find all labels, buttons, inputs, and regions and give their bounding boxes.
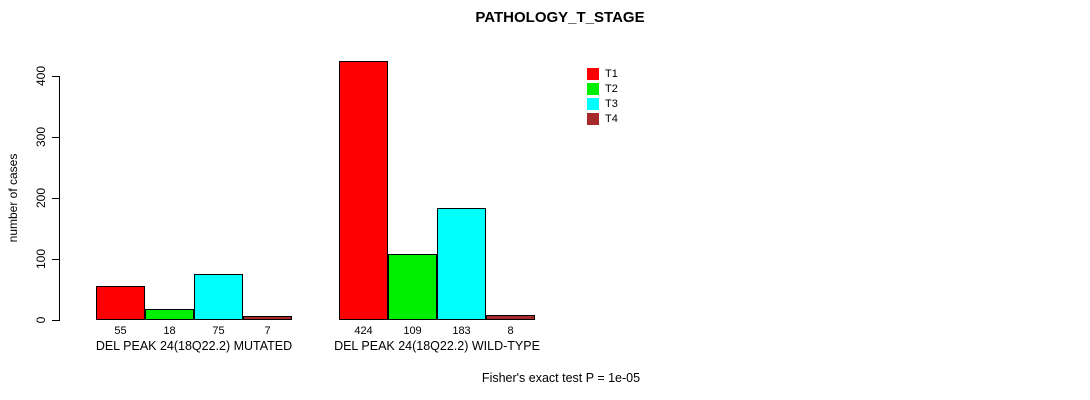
y-axis-tick bbox=[52, 76, 59, 77]
legend-label-t2: T2 bbox=[605, 82, 618, 95]
legend-swatch-t1 bbox=[587, 67, 599, 80]
legend-swatch-t4 bbox=[587, 112, 599, 125]
bar-value-label: 8 bbox=[507, 325, 514, 337]
y-axis-tick-label: 300 bbox=[34, 126, 48, 148]
y-axis-tick-label: 200 bbox=[34, 187, 48, 209]
legend-swatch-t3 bbox=[587, 97, 599, 110]
y-axis-tick-label: 0 bbox=[34, 316, 48, 324]
legend-swatch-t2 bbox=[587, 82, 599, 95]
y-axis-tick-label: 400 bbox=[34, 65, 48, 87]
bar-value-label: 183 bbox=[452, 325, 471, 337]
bar-value-label: 109 bbox=[403, 325, 422, 337]
bar-t3-group1 bbox=[194, 274, 243, 320]
bar-t3-group2 bbox=[437, 208, 486, 320]
bar-value-label: 7 bbox=[264, 325, 271, 337]
bar-t4-group1 bbox=[243, 316, 292, 320]
y-axis-tick bbox=[52, 259, 59, 260]
legend-label-t1: T1 bbox=[605, 67, 618, 80]
group-label-mutated: DEL PEAK 24(18Q22.2) MUTATED bbox=[95, 339, 293, 353]
bar-t1-group2 bbox=[339, 61, 388, 320]
bar-t1-group1 bbox=[96, 286, 145, 320]
bar-t4-group2 bbox=[486, 315, 535, 320]
bar-t2-group1 bbox=[145, 309, 194, 320]
legend-label-t3: T3 bbox=[605, 97, 618, 110]
legend: T1 T2 T3 T4 bbox=[587, 66, 618, 126]
y-axis-tick bbox=[52, 320, 59, 321]
legend-item-t3: T3 bbox=[587, 96, 618, 111]
legend-item-t2: T2 bbox=[587, 81, 618, 96]
bar-t2-group2 bbox=[388, 254, 437, 320]
fisher-test-note: Fisher's exact test P = 1e-05 bbox=[481, 371, 641, 385]
bar-value-label: 55 bbox=[114, 325, 127, 337]
y-axis-tick-label: 100 bbox=[34, 248, 48, 270]
bar-value-label: 424 bbox=[354, 325, 373, 337]
y-axis-tick bbox=[52, 137, 59, 138]
y-axis-line bbox=[59, 76, 60, 321]
bar-value-label: 18 bbox=[163, 325, 176, 337]
y-axis-tick bbox=[52, 198, 59, 199]
legend-label-t4: T4 bbox=[605, 112, 618, 125]
group-label-wild-type: DEL PEAK 24(18Q22.2) WILD-TYPE bbox=[334, 339, 540, 353]
legend-item-t1: T1 bbox=[587, 66, 618, 81]
bar-value-label: 75 bbox=[212, 325, 225, 337]
legend-item-t4: T4 bbox=[587, 111, 618, 126]
y-axis-label: number of cases bbox=[6, 153, 20, 243]
chart-title: PATHOLOGY_T_STAGE bbox=[475, 9, 645, 26]
